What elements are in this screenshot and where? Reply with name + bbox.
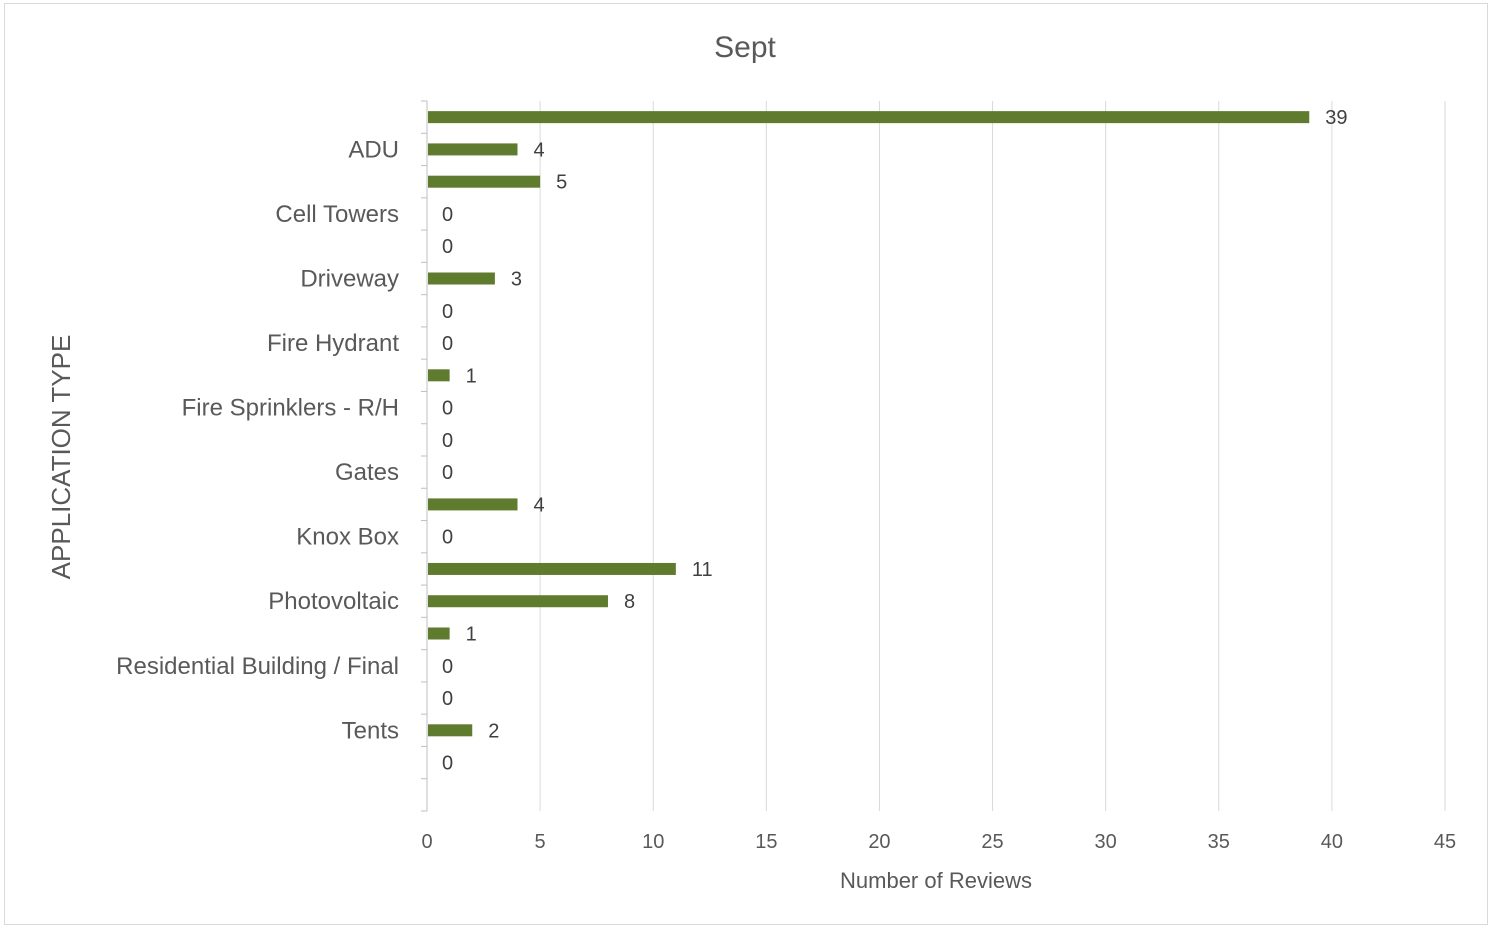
data-label: 4 xyxy=(533,139,544,161)
data-label: 8 xyxy=(624,591,635,613)
data-label: 2 xyxy=(488,720,499,742)
category-label: Photovoltaic xyxy=(268,588,399,615)
category-label: Gates xyxy=(335,459,399,486)
category-label: Cell Towers xyxy=(275,201,399,228)
data-label: 4 xyxy=(533,494,544,516)
x-tick-labels: 0 5 10 15 20 25 30 35 40 45 xyxy=(421,831,1456,853)
data-label: 1 xyxy=(466,365,477,387)
x-tick-label: 45 xyxy=(1434,831,1456,853)
x-tick-label: 0 xyxy=(421,831,432,853)
x-tick-label: 25 xyxy=(981,831,1003,853)
x-tick-label: 40 xyxy=(1321,831,1343,853)
bar xyxy=(428,143,518,156)
bar xyxy=(428,595,608,608)
category-labels: ADU Cell Towers Driveway Fire Hydrant Fire S… xyxy=(116,136,399,744)
data-label: 0 xyxy=(442,333,453,355)
data-label: 1 xyxy=(466,624,477,646)
category-label: ADU xyxy=(348,136,399,163)
y-axis-title: APPLICATION TYPE xyxy=(46,335,76,580)
data-label: 0 xyxy=(442,236,453,258)
category-label: Knox Box xyxy=(296,524,399,551)
category-label: Driveway xyxy=(300,266,399,293)
data-label: 11 xyxy=(692,559,713,581)
category-label: Fire Sprinklers - R/H xyxy=(182,395,399,422)
data-label: 0 xyxy=(442,688,453,710)
data-label: 0 xyxy=(442,398,453,420)
data-label: 39 xyxy=(1325,107,1347,129)
gridlines xyxy=(539,101,1446,811)
data-label: 0 xyxy=(442,301,453,323)
bar xyxy=(428,724,473,737)
x-tick-label: 20 xyxy=(868,831,890,853)
bar xyxy=(428,627,450,640)
chart-title: Sept xyxy=(714,31,776,64)
bar xyxy=(428,175,541,188)
bar xyxy=(428,369,450,382)
data-label: 0 xyxy=(442,656,453,678)
bars xyxy=(428,111,1310,737)
data-label: 5 xyxy=(556,172,567,194)
data-label: 3 xyxy=(511,269,522,291)
category-label: Tents xyxy=(342,717,399,744)
x-tick-label: 30 xyxy=(1095,831,1117,853)
category-label: Residential Building / Final xyxy=(116,653,399,680)
x-tick-label: 10 xyxy=(642,831,664,853)
chart-frame xyxy=(4,3,1488,925)
bar xyxy=(428,498,518,511)
bar xyxy=(428,272,495,285)
category-label: Fire Hydrant xyxy=(267,330,399,357)
axes xyxy=(421,100,428,812)
bar xyxy=(428,111,1310,124)
x-axis-title: Number of Reviews xyxy=(840,868,1032,893)
x-tick-label: 35 xyxy=(1208,831,1230,853)
data-label: 0 xyxy=(442,204,453,226)
data-label: 0 xyxy=(442,462,453,484)
x-tick-label: 15 xyxy=(755,831,777,853)
data-label: 0 xyxy=(442,430,453,452)
bar xyxy=(428,562,676,575)
data-label: 0 xyxy=(442,753,453,775)
x-tick-label: 5 xyxy=(535,831,546,853)
data-label: 0 xyxy=(442,527,453,549)
